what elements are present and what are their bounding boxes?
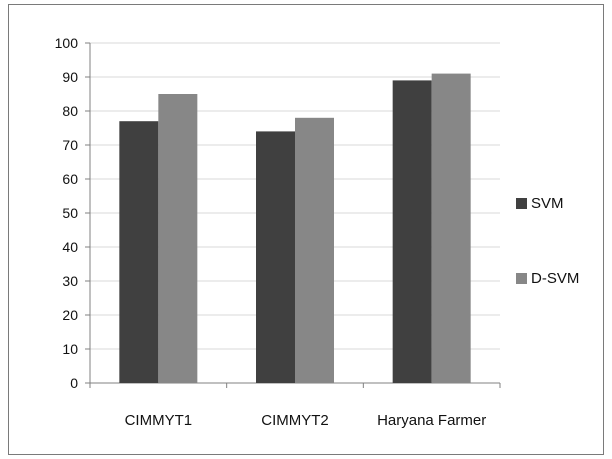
x-category-label: CIMMYT1 [125,412,193,429]
legend: SVM D-SVM [516,195,579,287]
y-tick-label: 40 [62,239,78,255]
bar-d-svm-2 [431,73,471,383]
bar-svm-1 [256,131,295,383]
legend-swatch [516,198,527,209]
y-tick-label: 20 [62,307,78,323]
x-category-label: Haryana Farmer [377,412,486,429]
y-tick-label: 50 [62,205,78,221]
x-category-labels: CIMMYT1 CIMMYT2 Haryana Farmer [125,412,487,429]
y-tick-label: 10 [62,341,78,357]
y-tick-label: 80 [62,103,78,119]
y-tick-label: 70 [62,137,78,153]
y-tick-label: 90 [62,69,78,85]
y-tick-label: 60 [62,171,78,187]
y-tick-label: 0 [70,375,78,391]
x-category-label: CIMMYT2 [261,412,329,429]
bar-svm-2 [392,80,432,384]
bars [119,73,471,384]
y-tick-label: 100 [55,35,79,51]
y-tick-labels: 0 10 20 30 40 50 60 70 80 90 100 [55,35,79,391]
bar-d-svm-0 [158,94,198,383]
bar-svm-0 [119,121,159,383]
bar-d-svm-1 [295,117,334,384]
legend-swatch [516,273,527,284]
y-tick-label: 30 [62,273,78,289]
legend-label: D-SVM [531,270,579,287]
legend-label: SVM [531,195,564,212]
